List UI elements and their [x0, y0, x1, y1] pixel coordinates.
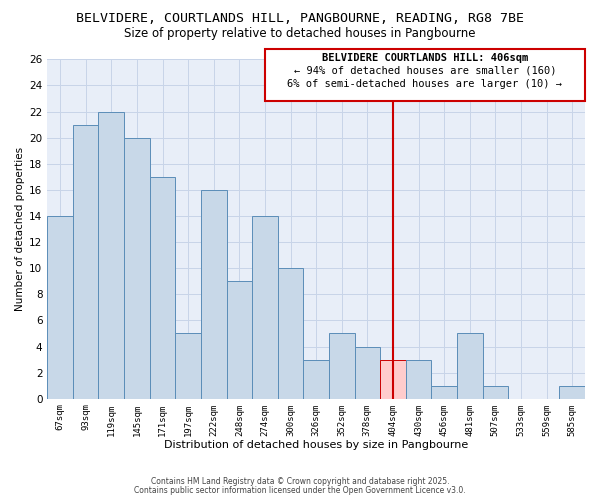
Text: BELVIDERE, COURTLANDS HILL, PANGBOURNE, READING, RG8 7BE: BELVIDERE, COURTLANDS HILL, PANGBOURNE, …	[76, 12, 524, 26]
Bar	[559, 386, 585, 398]
Bar	[457, 334, 482, 398]
Bar	[201, 190, 227, 398]
Text: Contains HM Land Registry data © Crown copyright and database right 2025.: Contains HM Land Registry data © Crown c…	[151, 477, 449, 486]
Bar	[175, 334, 201, 398]
Bar	[304, 360, 329, 399]
Bar	[124, 138, 150, 398]
Bar	[278, 268, 304, 398]
Text: Size of property relative to detached houses in Pangbourne: Size of property relative to detached ho…	[124, 28, 476, 40]
X-axis label: Distribution of detached houses by size in Pangbourne: Distribution of detached houses by size …	[164, 440, 468, 450]
Bar	[252, 216, 278, 398]
Bar	[431, 386, 457, 398]
Y-axis label: Number of detached properties: Number of detached properties	[15, 147, 25, 311]
Bar	[329, 334, 355, 398]
Bar	[73, 124, 98, 398]
Bar	[406, 360, 431, 399]
Text: Contains public sector information licensed under the Open Government Licence v3: Contains public sector information licen…	[134, 486, 466, 495]
Bar	[98, 112, 124, 399]
Bar	[47, 216, 73, 398]
Bar	[355, 346, 380, 399]
Bar	[482, 386, 508, 398]
Bar	[380, 360, 406, 399]
Text: ← 94% of detached houses are smaller (160): ← 94% of detached houses are smaller (16…	[294, 66, 556, 76]
Bar	[150, 177, 175, 398]
Bar	[227, 281, 252, 398]
FancyBboxPatch shape	[265, 49, 585, 101]
Text: BELVIDERE COURTLANDS HILL: 406sqm: BELVIDERE COURTLANDS HILL: 406sqm	[322, 53, 528, 63]
Text: 6% of semi-detached houses are larger (10) →: 6% of semi-detached houses are larger (1…	[287, 79, 562, 89]
